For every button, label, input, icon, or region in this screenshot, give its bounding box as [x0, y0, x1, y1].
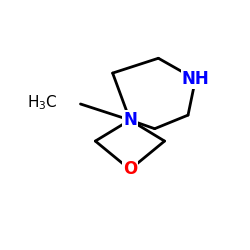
- Text: $\mathsf{H_3C}$: $\mathsf{H_3C}$: [27, 94, 58, 112]
- Text: O: O: [123, 160, 137, 178]
- Text: N: N: [123, 111, 137, 129]
- Text: NH: NH: [182, 70, 209, 88]
